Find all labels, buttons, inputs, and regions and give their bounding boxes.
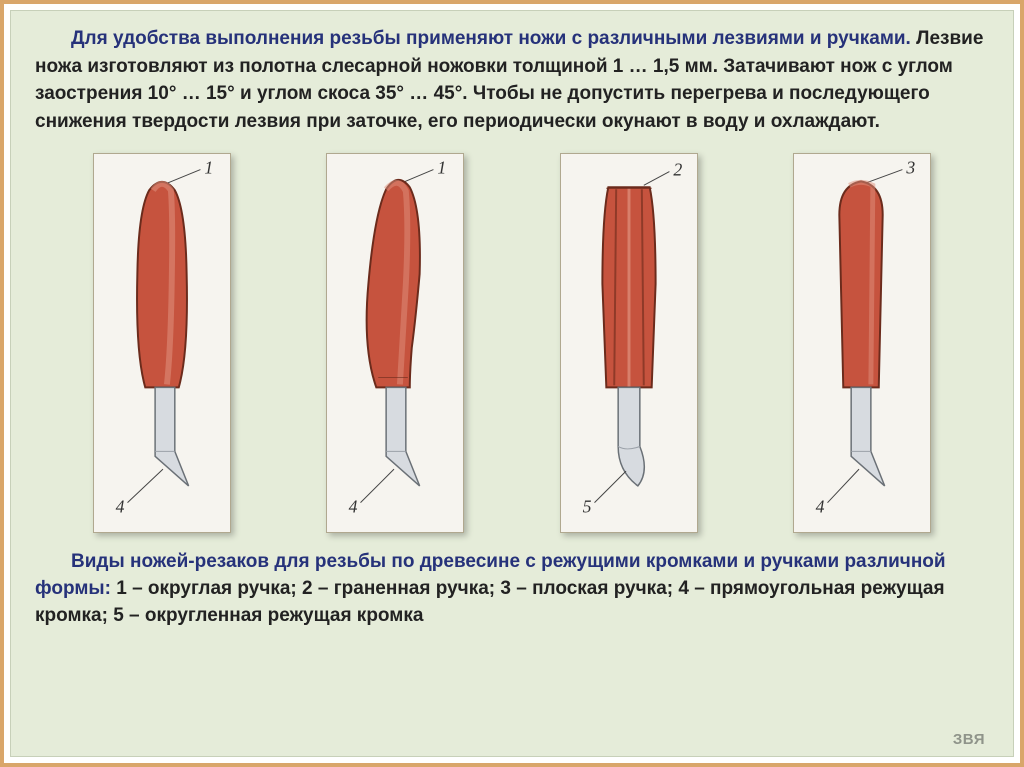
knife2-bottom-label: 4 bbox=[349, 497, 358, 517]
knife-illustration-1: 1 4 bbox=[94, 154, 230, 532]
knife3-bottom-label: 5 bbox=[582, 497, 591, 517]
knife-illustration-4: 3 4 bbox=[794, 154, 930, 532]
knife1-top-label: 1 bbox=[204, 158, 213, 178]
knife4-top-label: 3 bbox=[906, 158, 916, 178]
intro-paragraph: Для удобства выполнения резьбы применяют… bbox=[35, 25, 989, 135]
inner-frame: Для удобства выполнения резьбы применяют… bbox=[10, 10, 1014, 757]
knife-illustration-2: 1 4 bbox=[327, 154, 463, 532]
intro-lead: Для удобства выполнения резьбы применяют… bbox=[71, 28, 911, 49]
knife-illustration-3: 2 5 bbox=[561, 154, 697, 532]
footer-mark: ЗВЯ bbox=[953, 731, 985, 748]
outer-frame: Для удобства выполнения резьбы применяют… bbox=[0, 0, 1024, 767]
knife1-bottom-label: 4 bbox=[115, 497, 124, 517]
knife4-bottom-label: 4 bbox=[816, 497, 825, 517]
caption-rest: 1 – округлая ручка; 2 – граненная ручка;… bbox=[35, 578, 945, 626]
knife-card-1: 1 4 bbox=[93, 153, 231, 533]
knife-card-4: 3 4 bbox=[793, 153, 931, 533]
knife3-top-label: 2 bbox=[673, 160, 682, 180]
caption-paragraph: Виды ножей-резаков для резьбы по древеси… bbox=[35, 549, 989, 630]
knife-card-3: 2 5 bbox=[560, 153, 698, 533]
knife2-top-label: 1 bbox=[438, 158, 447, 178]
knives-row: 1 4 1 bbox=[35, 153, 989, 533]
knife-card-2: 1 4 bbox=[326, 153, 464, 533]
